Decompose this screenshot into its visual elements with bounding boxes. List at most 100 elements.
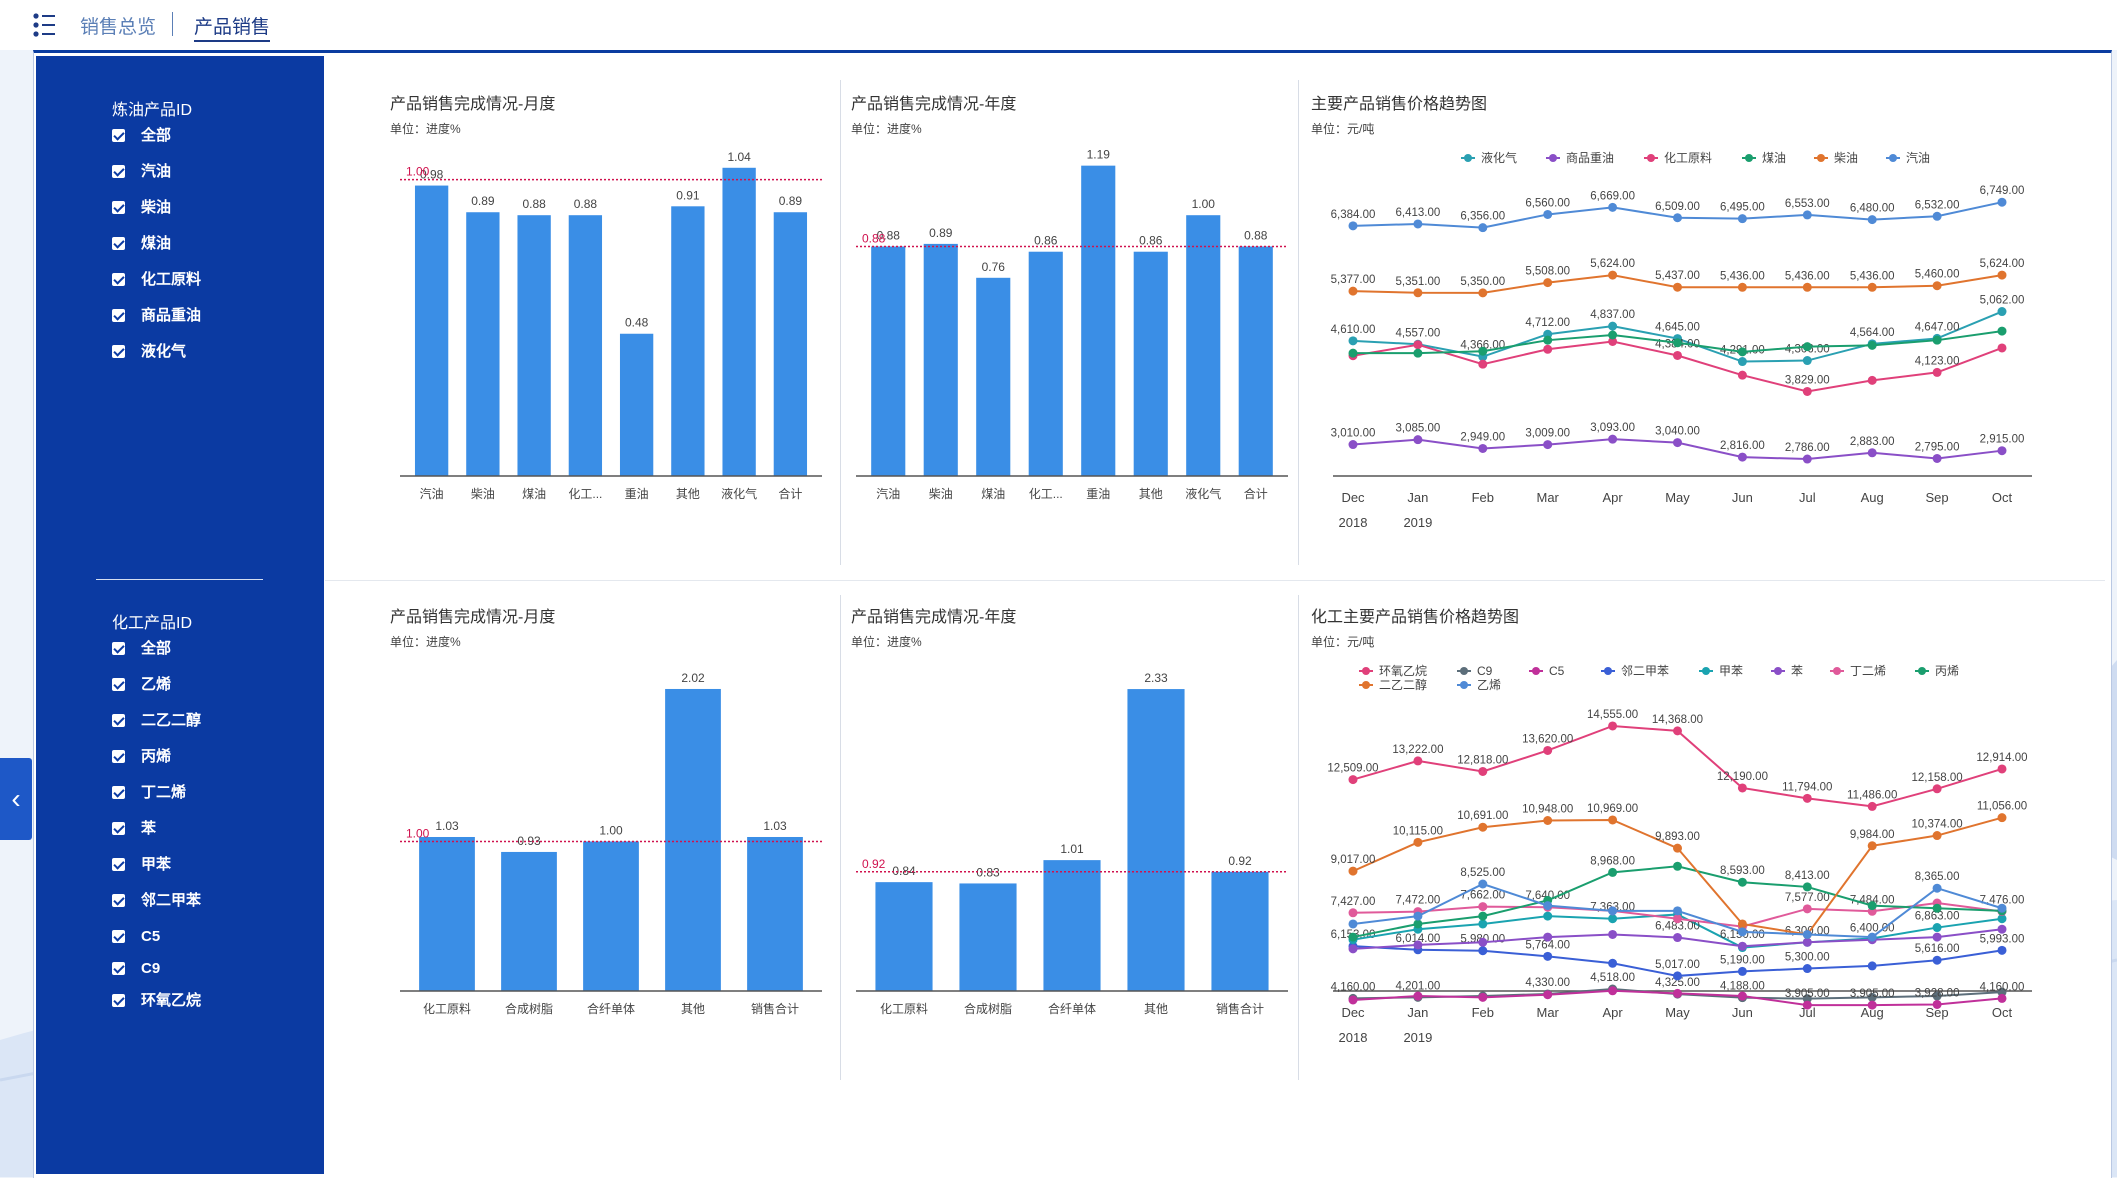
filter-refined-option[interactable]: 汽油 xyxy=(112,162,171,182)
checkbox-checked-icon[interactable] xyxy=(112,994,125,1007)
checkbox-checked-icon[interactable] xyxy=(112,714,125,727)
x-tick-label: 化工原料 xyxy=(880,1002,928,1016)
target-label: 0.88 xyxy=(862,231,886,245)
data-point xyxy=(1737,282,1747,292)
filter-chemical-option[interactable]: 邻二甲苯 xyxy=(112,891,201,911)
collapse-sidebar-button[interactable]: ‹ xyxy=(0,758,32,840)
data-label: 6,495.00 xyxy=(1720,202,1765,214)
data-point xyxy=(1543,209,1553,219)
filter-chemical-option[interactable]: 二乙二醇 xyxy=(112,711,201,731)
checkbox-checked-icon[interactable] xyxy=(112,273,125,286)
filter-chemical-option[interactable]: 丁二烯 xyxy=(112,783,186,803)
data-point xyxy=(1932,883,1942,893)
checkbox-checked-icon[interactable] xyxy=(112,750,125,763)
checkbox-checked-icon[interactable] xyxy=(112,642,125,655)
filter-chemical-option[interactable]: 全部 xyxy=(112,639,171,659)
checkbox-checked-icon[interactable] xyxy=(112,165,125,178)
bar xyxy=(619,333,654,476)
filter-refined-option[interactable]: 煤油 xyxy=(112,234,171,254)
tab-sales-overview[interactable]: 销售总览 xyxy=(80,17,157,38)
filter-chemical-option[interactable]: 甲苯 xyxy=(112,855,171,875)
filter-chemical-option[interactable]: 苯 xyxy=(112,819,156,839)
data-point xyxy=(1673,861,1682,871)
bar xyxy=(773,212,808,476)
data-label: 12,190.00 xyxy=(1717,771,1768,783)
data-point xyxy=(1802,282,1812,292)
checkbox-checked-icon[interactable] xyxy=(112,894,125,907)
data-label: 5,993.00 xyxy=(1980,933,2025,945)
option-label: 柴油 xyxy=(141,199,172,216)
data-label: 9,984.00 xyxy=(1850,829,1895,841)
data-point xyxy=(1867,992,1877,1002)
panel-unit: 单位：进度% xyxy=(851,122,922,136)
checkbox-checked-icon[interactable] xyxy=(112,786,125,799)
x-tick-label: Jan xyxy=(1407,1005,1428,1020)
checkbox-checked-icon[interactable] xyxy=(112,309,125,322)
data-point xyxy=(1737,783,1747,793)
data-label: 7,427.00 xyxy=(1331,896,1376,908)
legend-marker xyxy=(1460,681,1468,689)
bar xyxy=(466,212,500,476)
filter-refined-option[interactable]: 化工原料 xyxy=(112,270,201,290)
filter-chemical-option[interactable]: C9 xyxy=(112,959,160,979)
menu-list-icon[interactable] xyxy=(32,12,58,38)
bar-value-label: 2.33 xyxy=(1144,671,1168,685)
panel-title: 产品销售完成情况-年度 xyxy=(851,609,1017,626)
data-point xyxy=(1478,346,1488,356)
filter-chemical-option[interactable]: 丙烯 xyxy=(112,747,171,767)
filter-refined-option[interactable]: 柴油 xyxy=(112,198,171,218)
data-point xyxy=(1348,775,1358,785)
checkbox-checked-icon[interactable] xyxy=(112,822,125,835)
data-label: 10,948.00 xyxy=(1522,804,1573,816)
data-point xyxy=(1673,971,1682,981)
checkbox-checked-icon[interactable] xyxy=(112,345,125,358)
data-point xyxy=(1348,919,1358,929)
data-label: 5,350.00 xyxy=(1460,276,1505,288)
checkbox-checked-icon[interactable] xyxy=(112,930,125,943)
filter-refined-option[interactable]: 液化气 xyxy=(112,342,186,362)
option-label: 环氧乙烷 xyxy=(141,992,202,1009)
data-point xyxy=(1348,221,1358,231)
data-point xyxy=(1737,347,1747,357)
data-label: 3,829.00 xyxy=(1785,374,1830,386)
data-label: 6,014.00 xyxy=(1396,933,1441,945)
filter-refined-option[interactable]: 全部 xyxy=(112,126,171,146)
data-label: 5,436.00 xyxy=(1720,270,1765,282)
filter-refined-option[interactable]: 商品重油 xyxy=(112,306,201,326)
x-tick-label: 合计 xyxy=(1244,486,1268,501)
legend-marker xyxy=(1464,154,1472,162)
x-tick-label: 汽油 xyxy=(420,486,444,501)
checkbox-checked-icon[interactable] xyxy=(112,678,125,691)
bar xyxy=(1133,251,1168,476)
data-point xyxy=(1673,282,1682,292)
checkbox-checked-icon[interactable] xyxy=(112,129,125,142)
data-point xyxy=(1997,197,2007,207)
bar-value-label: 2.02 xyxy=(681,671,705,685)
bar xyxy=(501,851,557,991)
option-label: 丙烯 xyxy=(141,748,172,765)
filter-chemical-option[interactable]: 环氧乙烷 xyxy=(112,991,201,1011)
x-tick-label: Feb xyxy=(1472,1005,1494,1020)
data-point xyxy=(1543,951,1553,961)
data-label: 8,525.00 xyxy=(1460,867,1505,879)
checkbox-checked-icon[interactable] xyxy=(112,237,125,250)
filter-chemical-option[interactable]: 乙烯 xyxy=(112,675,171,695)
filter-title-chemical: 化工产品ID xyxy=(112,615,193,632)
legend-marker xyxy=(1532,667,1540,675)
data-point xyxy=(1543,335,1553,345)
legend-label: 丁二烯 xyxy=(1850,664,1886,678)
checkbox-checked-icon[interactable] xyxy=(112,858,125,871)
x-tick-label: 其他 xyxy=(681,1002,705,1016)
x-tick-label: Apr xyxy=(1602,490,1623,505)
filter-chemical-option[interactable]: C5 xyxy=(112,927,160,947)
x-tick-sublabel: 2018 xyxy=(1339,1030,1368,1045)
data-point xyxy=(1413,940,1423,950)
data-point xyxy=(1478,223,1488,233)
data-point xyxy=(1932,999,1942,1009)
data-label: 14,368.00 xyxy=(1652,714,1703,726)
checkbox-checked-icon[interactable] xyxy=(112,201,125,214)
checkbox-checked-icon[interactable] xyxy=(112,962,125,975)
tab-product-sales[interactable]: 产品销售 xyxy=(194,12,271,42)
panel-title: 产品销售完成情况-月度 xyxy=(390,96,556,113)
data-label: 11,794.00 xyxy=(1782,781,1832,793)
